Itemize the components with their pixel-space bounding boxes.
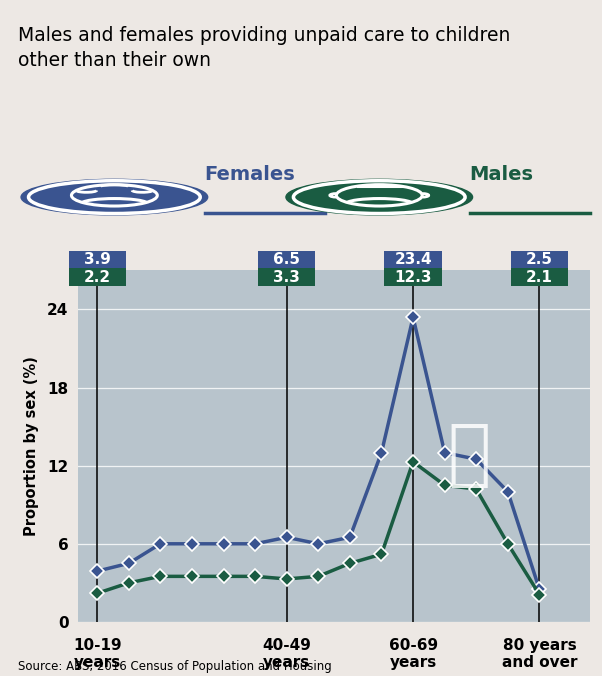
Text: 2.2: 2.2 [84, 270, 111, 285]
Text: 🤚: 🤚 [447, 421, 491, 490]
Text: 23.4: 23.4 [394, 252, 432, 267]
Text: Females: Females [205, 165, 296, 184]
Text: 6.5: 6.5 [273, 252, 300, 267]
Text: 2.1: 2.1 [526, 270, 553, 285]
Text: 2.5: 2.5 [526, 252, 553, 267]
Circle shape [286, 179, 473, 215]
Text: 12.3: 12.3 [394, 270, 432, 285]
Circle shape [21, 179, 208, 215]
Y-axis label: Proportion by sex (%): Proportion by sex (%) [24, 356, 39, 536]
Text: Males and females providing unpaid care to children
other than their own: Males and females providing unpaid care … [18, 26, 510, 70]
Text: Males: Males [470, 165, 533, 184]
Text: 3.9: 3.9 [84, 252, 111, 267]
Text: 3.3: 3.3 [273, 270, 300, 285]
Text: Source: ABS, 2016 Census of Population and Housing: Source: ABS, 2016 Census of Population a… [18, 660, 332, 673]
